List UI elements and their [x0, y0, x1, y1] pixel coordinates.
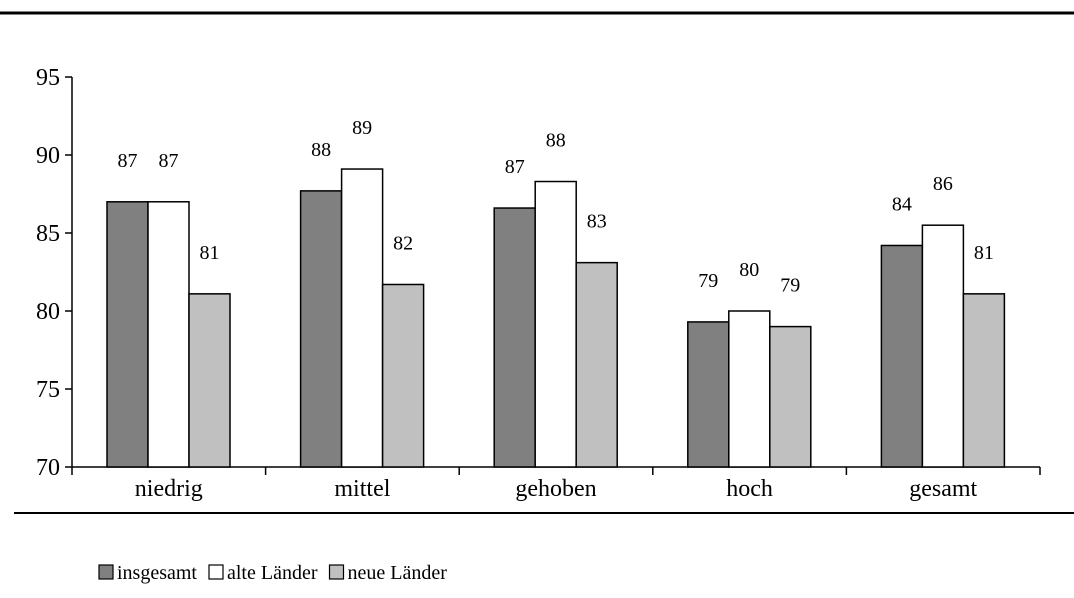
- bar: [769, 325, 812, 468]
- legend-label: alte Länder: [227, 562, 318, 584]
- bar: [147, 201, 190, 468]
- data-label: 88: [546, 130, 566, 152]
- y-tick-label: 80: [36, 299, 60, 325]
- data-label: 79: [780, 275, 800, 297]
- data-label: 79: [698, 270, 718, 292]
- bar: [106, 201, 149, 468]
- category-label: niedrig: [135, 476, 203, 502]
- bars: 87 87 81 88 89 82 87 88 83 79 80 79 84 86 81: [106, 117, 1006, 468]
- legend-label: insgesamt: [117, 562, 197, 584]
- data-label: 88: [311, 139, 331, 161]
- y-tick-label: 90: [36, 143, 60, 169]
- data-label: 87: [505, 156, 525, 178]
- legend-swatch: [98, 564, 114, 580]
- category-label: hoch: [726, 476, 773, 502]
- legend-swatch: [328, 564, 345, 580]
- bar: [575, 261, 618, 468]
- data-label: 87: [118, 150, 138, 172]
- data-label: 87: [159, 150, 179, 172]
- bar: [962, 293, 1006, 468]
- y-tick-label: 75: [36, 377, 60, 403]
- data-label: 81: [974, 242, 994, 264]
- data-label: 83: [587, 211, 607, 233]
- category-label: gesamt: [909, 476, 977, 502]
- bar: [921, 224, 965, 468]
- bar: [534, 180, 577, 468]
- category-label: mittel: [334, 476, 390, 502]
- bar: [687, 321, 730, 468]
- data-label: 86: [933, 173, 953, 195]
- y-tick-label: 70: [36, 455, 60, 481]
- data-label: 80: [739, 259, 759, 281]
- bar: [188, 293, 231, 468]
- legend: insgesamt alte Länder neue Länder: [98, 562, 448, 584]
- bar: [728, 310, 771, 468]
- data-label: 82: [393, 232, 413, 254]
- legend-swatch: [208, 564, 224, 580]
- axes: 70 75 80 85 90 95 niedrig mittel gehoben hoch gesa…: [36, 65, 1041, 502]
- y-tick-label: 85: [36, 221, 60, 247]
- bar: [299, 190, 343, 468]
- category-label: gehoben: [515, 476, 596, 502]
- data-label: 81: [200, 242, 220, 264]
- y-tick-label: 95: [36, 65, 60, 91]
- bar: [880, 244, 924, 468]
- data-label: 89: [352, 117, 372, 139]
- data-label: 84: [892, 193, 912, 215]
- legend-label: neue Länder: [348, 562, 448, 584]
- bar: [493, 207, 536, 468]
- bar: [340, 168, 384, 468]
- bar: [381, 283, 425, 468]
